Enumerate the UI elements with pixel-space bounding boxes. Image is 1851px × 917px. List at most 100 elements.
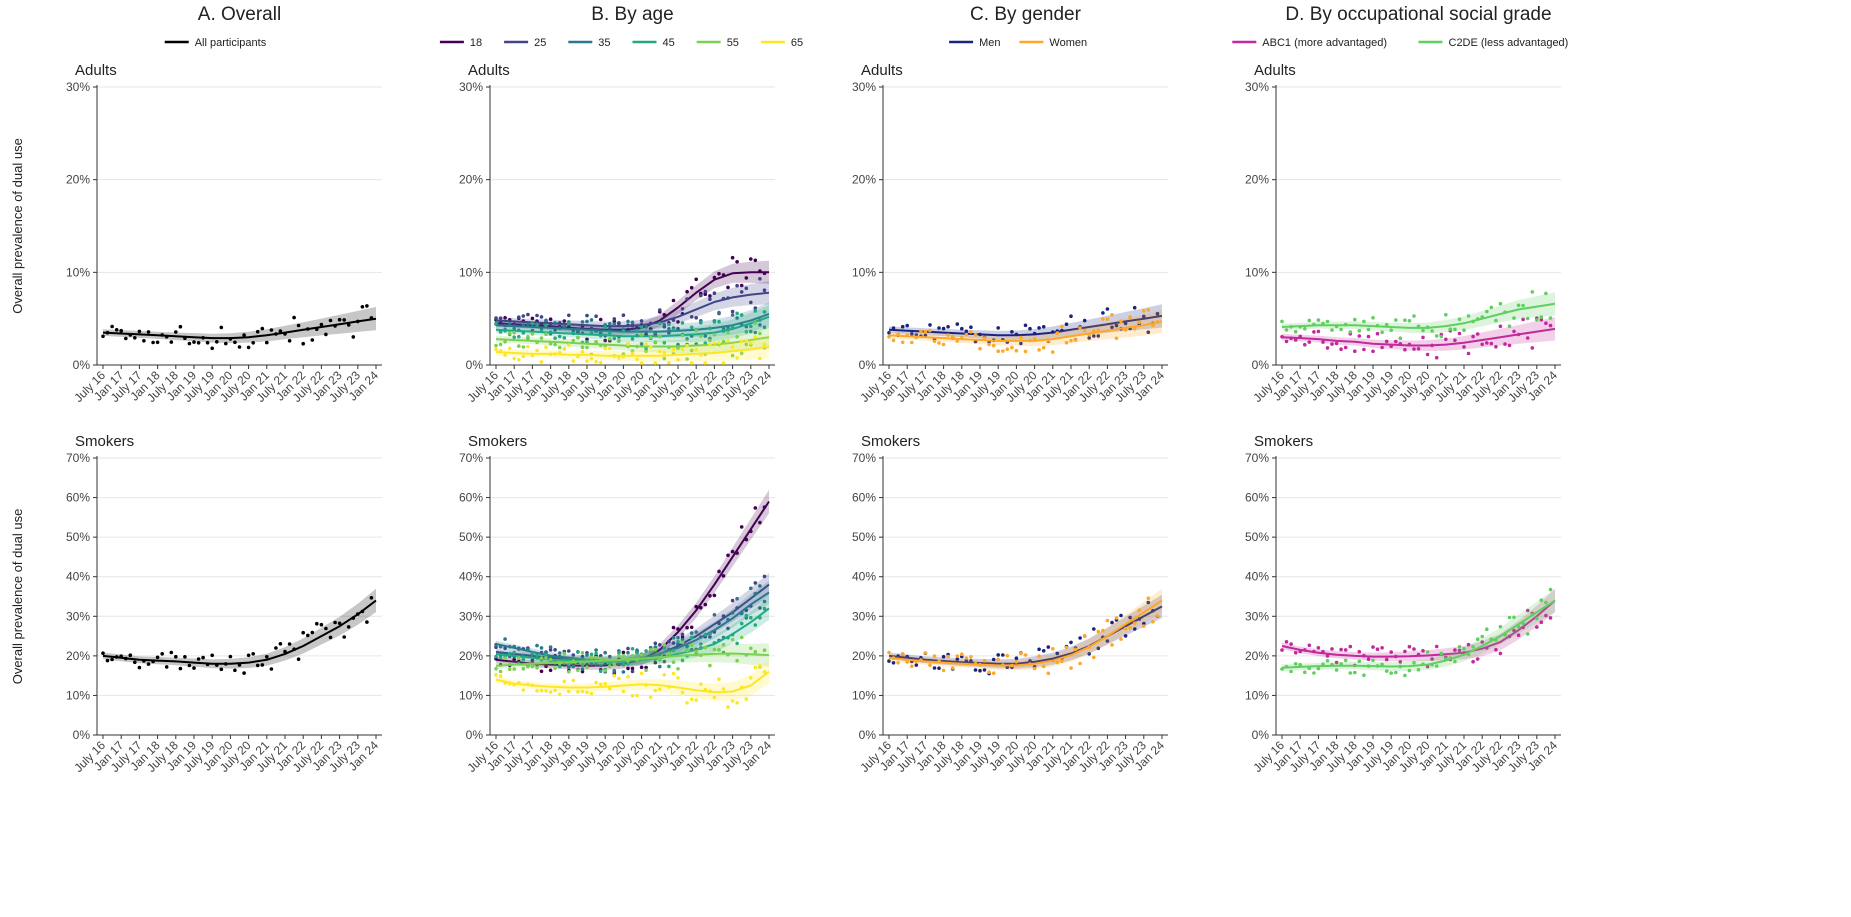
column-title: C. By gender xyxy=(970,4,1082,25)
data-point xyxy=(662,643,667,647)
data-point xyxy=(1132,326,1137,331)
data-point xyxy=(503,656,507,661)
data-point xyxy=(1539,315,1544,319)
data-point xyxy=(1544,291,1548,296)
data-point xyxy=(1060,659,1064,663)
data-point xyxy=(726,626,730,631)
data-point xyxy=(749,676,753,680)
data-point xyxy=(242,671,246,675)
data-point xyxy=(955,657,960,662)
data-point xyxy=(1142,621,1146,626)
data-point xyxy=(635,651,639,655)
data-point xyxy=(612,322,617,327)
data-point xyxy=(539,669,544,674)
data-point xyxy=(576,335,580,340)
data-point xyxy=(548,668,553,673)
data-point xyxy=(557,664,562,669)
data-point xyxy=(539,360,544,364)
data-point xyxy=(703,632,708,637)
data-point xyxy=(580,350,585,354)
data-point xyxy=(626,342,630,346)
data-point xyxy=(494,654,498,659)
confidence-band xyxy=(1282,588,1555,672)
data-point xyxy=(598,317,603,322)
data-point xyxy=(680,321,685,325)
data-point xyxy=(762,310,767,314)
data-point xyxy=(608,346,612,351)
data-point xyxy=(744,697,749,701)
data-point xyxy=(1334,660,1339,665)
data-point xyxy=(603,681,607,686)
data-point xyxy=(521,314,526,318)
data-point xyxy=(671,636,676,640)
column-1: A. Overall All participants Adults 0% 10% 20%… xyxy=(66,4,382,775)
data-point xyxy=(548,648,553,652)
data-point xyxy=(667,664,671,669)
data-point xyxy=(137,665,142,670)
data-point xyxy=(1462,345,1466,349)
data-point xyxy=(535,323,539,327)
data-point xyxy=(589,357,594,361)
data-point xyxy=(1480,640,1484,644)
data-point xyxy=(567,343,571,347)
data-point xyxy=(1489,341,1494,346)
data-point xyxy=(1353,670,1357,675)
data-point xyxy=(292,315,296,320)
data-point xyxy=(946,333,950,337)
data-point xyxy=(730,309,735,314)
data-point xyxy=(1151,323,1155,328)
data-point xyxy=(1092,334,1096,338)
data-point xyxy=(991,671,996,675)
data-point xyxy=(1512,329,1516,334)
data-point xyxy=(233,668,237,673)
data-point xyxy=(685,343,689,348)
data-point xyxy=(617,338,621,342)
data-point xyxy=(626,674,630,679)
data-point xyxy=(1110,325,1114,330)
y-tick-label: 10% xyxy=(852,688,876,702)
data-point xyxy=(671,327,676,332)
data-point xyxy=(735,356,739,360)
data-point xyxy=(744,276,749,280)
data-point xyxy=(1146,600,1151,605)
data-point xyxy=(685,289,689,294)
column-title: D. By occupational social grade xyxy=(1285,4,1551,25)
data-point xyxy=(571,664,576,669)
data-point xyxy=(658,308,662,312)
data-point xyxy=(708,294,712,298)
data-point xyxy=(1512,316,1516,320)
legend-label: Men xyxy=(979,37,1000,49)
data-point xyxy=(342,635,347,639)
data-point xyxy=(535,689,539,693)
data-point xyxy=(1110,643,1114,647)
data-point xyxy=(887,659,891,663)
data-point xyxy=(1046,671,1051,676)
data-point xyxy=(192,666,196,670)
data-point xyxy=(1303,326,1307,331)
data-point xyxy=(585,665,589,669)
trend-line xyxy=(495,336,770,348)
data-point xyxy=(1137,608,1142,612)
data-point xyxy=(712,320,717,324)
data-point xyxy=(507,331,512,336)
data-point xyxy=(521,688,526,692)
data-point xyxy=(1064,645,1069,650)
data-point xyxy=(744,613,749,618)
data-point xyxy=(1375,331,1380,336)
data-point xyxy=(187,341,192,346)
data-point xyxy=(730,637,735,642)
data-point xyxy=(1032,666,1037,671)
data-point xyxy=(608,664,612,669)
data-point xyxy=(1307,643,1312,648)
data-point xyxy=(1439,651,1444,656)
data-point xyxy=(598,682,603,687)
data-point xyxy=(1416,347,1421,351)
data-point xyxy=(1151,619,1155,624)
data-point xyxy=(762,288,767,293)
data-point xyxy=(1498,651,1503,656)
data-point xyxy=(662,356,667,361)
data-point xyxy=(346,625,351,629)
y-tick-label: 50% xyxy=(66,530,90,544)
